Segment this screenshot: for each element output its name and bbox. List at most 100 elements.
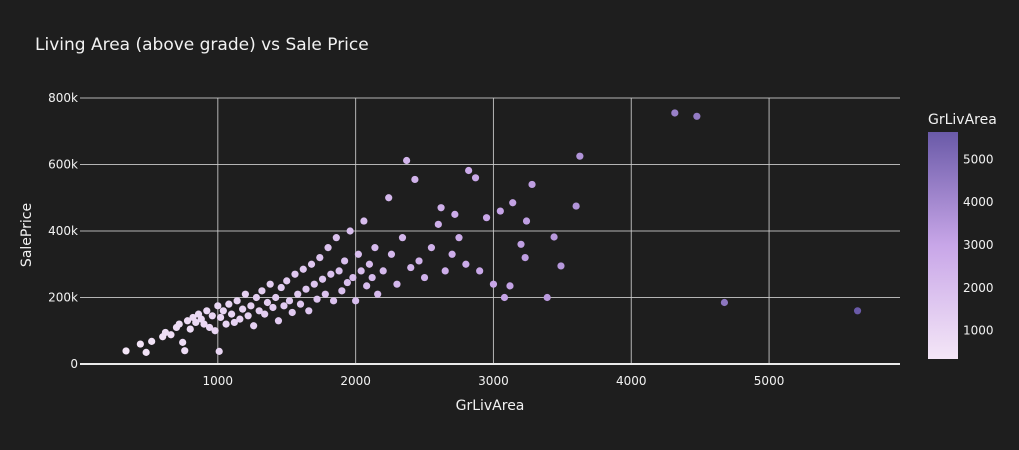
data-point — [411, 175, 419, 184]
data-point — [352, 297, 360, 305]
data-point — [291, 270, 299, 278]
data-point — [175, 320, 183, 328]
data-point — [310, 280, 318, 288]
data-point — [379, 267, 387, 275]
data-point — [509, 199, 517, 207]
data-point — [441, 267, 449, 275]
y-tick-label: 400k — [48, 224, 78, 238]
x-tick-label: 1000 — [203, 374, 234, 388]
data-point — [500, 293, 509, 302]
data-point — [244, 312, 252, 320]
data-point — [167, 331, 175, 339]
data-point — [415, 257, 423, 265]
y-tick-label: 200k — [48, 291, 78, 305]
data-point — [407, 263, 415, 272]
data-point — [299, 265, 307, 273]
data-point — [343, 278, 351, 287]
data-point — [693, 112, 701, 120]
y-tick-label: 0 — [70, 357, 78, 371]
data-point — [288, 308, 296, 317]
data-point — [277, 283, 285, 292]
data-point — [387, 250, 396, 258]
data-point — [393, 280, 401, 288]
data-point — [316, 254, 324, 262]
data-point — [241, 290, 249, 298]
data-point — [261, 310, 269, 318]
data-point — [853, 307, 862, 315]
data-point — [360, 217, 368, 225]
data-point — [451, 210, 459, 218]
data-point — [321, 290, 329, 298]
points-layer — [122, 109, 862, 356]
data-point — [186, 325, 194, 333]
colorbar-tick-label: 5000 — [963, 152, 994, 166]
data-point — [482, 214, 491, 222]
data-point — [307, 260, 316, 268]
data-point — [420, 273, 429, 282]
data-point — [576, 152, 584, 160]
data-point — [200, 320, 208, 328]
data-point — [225, 300, 233, 308]
data-point — [285, 297, 294, 305]
data-point — [528, 180, 536, 189]
x-tick-label: 5000 — [754, 374, 785, 388]
data-point — [434, 220, 442, 228]
data-point — [274, 317, 283, 325]
data-point — [476, 267, 484, 275]
data-point — [338, 287, 346, 295]
data-point — [462, 260, 470, 268]
data-point — [363, 282, 371, 290]
data-point — [557, 262, 565, 270]
tick-labels: 1000 2000 3000 4000 5000 0 200k 400k 600k 800k — [48, 91, 784, 388]
data-point — [329, 297, 338, 305]
data-point — [142, 348, 150, 356]
data-point — [398, 234, 407, 242]
data-point — [222, 320, 230, 328]
colorbar-ticks: 1000 2000 3000 4000 5000 — [963, 152, 994, 337]
data-point — [250, 322, 258, 330]
data-point — [371, 244, 379, 252]
data-point — [205, 323, 214, 332]
chart-title: Living Area (above grade) vs Sale Price — [35, 35, 369, 55]
colorbar-tick-label: 3000 — [963, 238, 994, 252]
data-point — [357, 267, 365, 275]
data-point — [354, 250, 362, 258]
x-axis-title: GrLivArea — [456, 398, 525, 414]
data-point — [252, 293, 261, 302]
data-point — [506, 282, 514, 290]
colorbar-title: GrLivArea — [928, 112, 997, 128]
data-point — [258, 287, 266, 295]
data-point — [365, 260, 374, 268]
data-point — [148, 337, 156, 345]
data-point — [269, 303, 277, 312]
data-point — [448, 250, 456, 258]
grid-layer — [80, 97, 900, 365]
data-point — [203, 307, 211, 315]
data-point — [233, 297, 241, 305]
data-point — [471, 174, 480, 182]
data-point — [671, 109, 679, 117]
data-point — [230, 318, 238, 327]
data-point — [296, 300, 305, 308]
data-point — [183, 317, 192, 325]
y-tick-label: 800k — [48, 91, 78, 105]
data-point — [283, 277, 291, 285]
data-point — [294, 290, 302, 298]
data-point — [161, 328, 170, 337]
data-point — [346, 227, 354, 235]
data-point — [305, 307, 313, 315]
data-point — [437, 204, 445, 212]
data-point — [368, 273, 376, 282]
data-point — [302, 285, 310, 293]
data-point — [572, 202, 580, 210]
data-point — [227, 310, 236, 318]
data-point — [136, 340, 144, 348]
data-point — [496, 207, 504, 215]
data-point — [465, 166, 473, 175]
y-axis-title: SalePrice — [19, 203, 35, 267]
data-point — [403, 156, 411, 165]
data-point — [236, 315, 244, 323]
data-point — [211, 327, 219, 335]
data-point — [313, 295, 321, 303]
